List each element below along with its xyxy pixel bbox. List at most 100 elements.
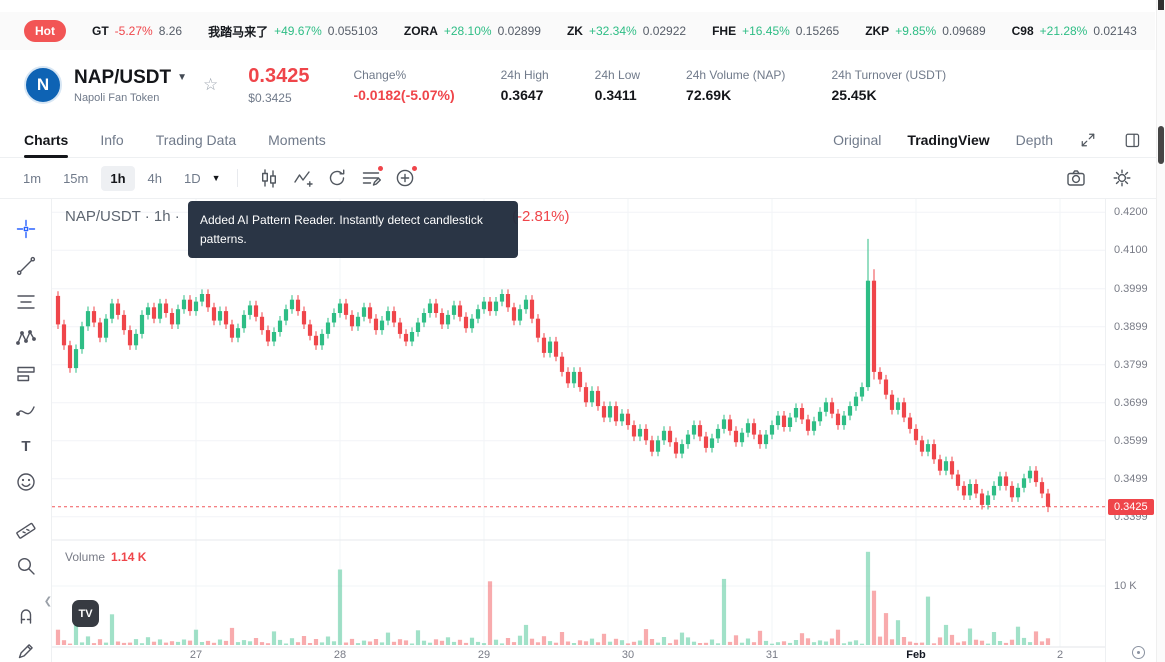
candle-style-icon[interactable] (254, 163, 284, 193)
candle (241, 314, 247, 329)
timeframe-15m[interactable]: 15m (63, 170, 89, 186)
pair-selector[interactable]: NAP/USDT ▼ (74, 67, 187, 89)
view-option-original[interactable]: Original (833, 131, 882, 148)
edit-icon[interactable] (11, 636, 41, 662)
ticker-item[interactable]: ZK +32.34% 0.02922 (567, 24, 686, 38)
ai-pattern-reader-icon[interactable] (356, 163, 386, 193)
brush-icon[interactable] (11, 395, 41, 425)
volume-bar (139, 643, 145, 645)
panel-layout-icon[interactable] (1123, 131, 1141, 149)
candle (535, 318, 541, 338)
price-axis[interactable]: 0.4200 0.4100 0.3999 0.3899 0.3799 0.3699 0.35… (1105, 199, 1165, 662)
candle (229, 324, 235, 338)
fullscreen-icon[interactable] (1079, 131, 1097, 149)
drawing-panel-collapse-button[interactable]: ❮ (43, 595, 53, 607)
scrollbar-thumb[interactable] (1158, 126, 1164, 164)
candle (607, 406, 613, 418)
candle (199, 294, 205, 302)
time-axis-label: 28 (333, 649, 347, 661)
target-icon[interactable] (1132, 646, 1145, 659)
tradingview-logo[interactable]: TV (72, 600, 99, 627)
volume-bar (751, 642, 757, 645)
emoji-icon[interactable] (11, 467, 41, 497)
favorite-star-icon[interactable]: ☆ (203, 75, 219, 94)
xabcd-pattern-icon[interactable] (11, 323, 41, 353)
chart-plot[interactable]: NAP/USDT · 1h · (-2.81%) Added AI Patter… (52, 199, 1105, 662)
candle (793, 408, 799, 418)
volume-bar (781, 641, 787, 645)
time-axis[interactable]: 27 28 29 30 31 Feb 2 (52, 648, 1105, 662)
camera-icon[interactable] (1061, 163, 1091, 193)
long-position-icon[interactable] (11, 359, 41, 389)
volume-bar (439, 640, 445, 645)
ruler-icon[interactable] (11, 515, 41, 545)
volume-bar (91, 643, 97, 645)
candle (295, 299, 301, 312)
timeframe-1d[interactable]: 1D (184, 170, 201, 186)
timeframe-4h[interactable]: 4h (147, 170, 162, 186)
volume-bar (763, 640, 769, 645)
volume-bar (523, 624, 529, 645)
ticker-item[interactable]: ZORA +28.10% 0.02899 (404, 24, 541, 38)
candle (385, 311, 391, 321)
tab-trading-data[interactable]: Trading Data (155, 131, 237, 148)
ticker-change: +32.34% (588, 24, 637, 38)
timeframe-1m[interactable]: 1m (23, 170, 42, 186)
volume-bar (193, 629, 199, 645)
tab-moments[interactable]: Moments (268, 131, 326, 148)
price-axis-label: 0.3799 (1114, 358, 1148, 371)
browser-scrollbar[interactable] (1156, 0, 1165, 662)
volume-bar (157, 639, 163, 645)
candlestick-chart[interactable] (52, 199, 1105, 648)
crosshair-icon[interactable] (11, 214, 41, 244)
candle (553, 341, 559, 357)
ticker-item[interactable]: ZKP +9.85% 0.09689 (865, 24, 985, 38)
magnifier-icon[interactable] (11, 551, 41, 581)
tab-info[interactable]: Info (100, 131, 124, 148)
view-option-depth[interactable]: Depth (1015, 131, 1053, 148)
magnet-icon[interactable] (11, 601, 41, 631)
fib-retracement-icon[interactable] (11, 287, 41, 317)
compare-icon[interactable] (322, 163, 352, 193)
ticker-item[interactable]: FHE +16.45% 0.15265 (712, 24, 839, 38)
candle (565, 371, 571, 384)
ticker-item[interactable]: C98 +21.28% 0.02143 (1012, 24, 1137, 38)
candle (1045, 493, 1051, 507)
candle (703, 436, 709, 448)
ticker-price: 0.09689 (942, 24, 986, 38)
candle (937, 459, 943, 471)
volume-bar (613, 638, 619, 645)
volume-bar (943, 624, 949, 645)
market-stat: 24h Low 0.3411 (595, 68, 640, 103)
candle (277, 320, 283, 332)
stat-value: -0.0182(-5.07%) (353, 86, 455, 103)
timeframe-1h[interactable]: 1h (101, 165, 135, 191)
candle (799, 408, 805, 420)
tab-charts[interactable]: Charts (24, 122, 69, 158)
candle (1039, 482, 1045, 494)
volume-bar (679, 632, 685, 645)
settings-icon[interactable] (1107, 163, 1137, 193)
candle (751, 423, 757, 435)
view-option-tradingview[interactable]: TradingView (907, 131, 990, 148)
ticker-item[interactable]: GT -5.27% 8.26 (92, 24, 182, 38)
volume-bar (103, 642, 109, 645)
hot-badge[interactable]: Hot (24, 20, 66, 42)
ticker-change: -5.27% (114, 24, 153, 38)
volume-bar (373, 639, 379, 645)
indicators-icon[interactable] (288, 163, 318, 193)
volume-bar (463, 642, 469, 645)
volume-bar (769, 643, 775, 645)
candle (481, 301, 487, 310)
volume-bar (169, 641, 175, 645)
ticker-item[interactable]: 我踏马来了 +49.67% 0.055103 (208, 23, 378, 40)
text-icon[interactable]: T (11, 431, 41, 461)
timeframe-dropdown-caret[interactable]: ▼ (211, 173, 221, 183)
volume-bar (553, 642, 559, 645)
candle (445, 314, 451, 325)
add-indicator-icon[interactable] (390, 163, 420, 193)
volume-bar (907, 641, 913, 645)
stat-value: 0.3647 (500, 86, 544, 103)
trend-line-icon[interactable] (11, 251, 41, 281)
candle (955, 474, 961, 486)
